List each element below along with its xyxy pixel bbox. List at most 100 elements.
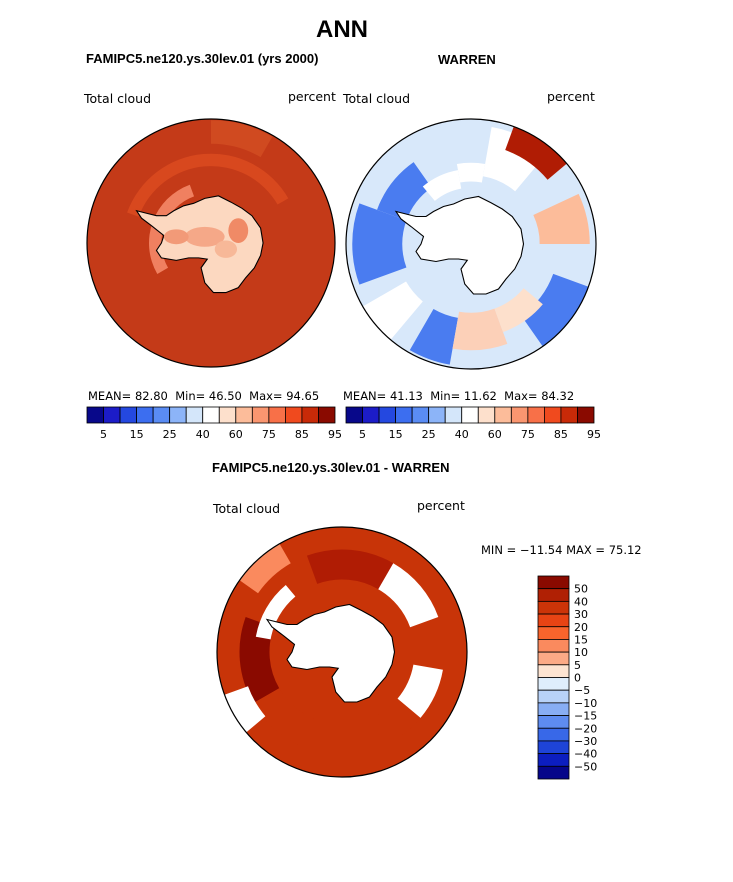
left-mean-value: 82.80 [134,389,168,403]
bottom-colorbar-bin-14 [537,753,570,767]
left-min-value: 46.50 [208,389,242,403]
left-max-label: Max= [249,389,283,403]
bottom-colorbar-tick-0: 50 [574,583,588,596]
left-colorbar-tick-7: 95 [328,428,342,441]
right-colorbar: 5 15 25 40 60 75 85 95 [345,406,601,441]
bottom-colorbar-bin-12 [537,727,570,742]
left-colorbar-bin-1 [103,406,121,424]
bottom-map-sector-7 [224,686,266,733]
right-colorbar-bin-10 [510,406,529,424]
bottom-colorbar-tick-6: 5 [574,659,581,672]
bottom-map-sector-5 [342,698,421,755]
bottom-colorbar-tick-9: −10 [574,697,597,710]
right-colorbar-bin-9 [494,406,512,424]
left-land-patch-0 [184,226,225,247]
right-colorbar-bin-2 [378,406,396,424]
bottom-colorbar-tick-2: 30 [574,608,588,621]
right-map-sector-4 [377,162,432,221]
right-colorbar-bin-8 [477,406,496,424]
bottom-colorbar-bin-2 [537,600,570,615]
bottom-colorbar-tick-12: −30 [574,735,597,748]
bottom-map-sector-8 [239,543,291,594]
right-polar-map [345,118,597,370]
right-panel-units-label: percent [547,89,595,104]
right-colorbar-tick-0: 5 [359,428,366,441]
left-colorbar-tick-3: 40 [196,428,210,441]
left-colorbar-bin-6 [185,406,204,424]
bottom-colorbar-bin-9 [537,689,570,704]
left-colorbar-tick-0: 5 [100,428,107,441]
right-colorbar-bin-1 [362,406,380,424]
right-colorbar-bin-14 [577,406,595,424]
bottom-map-sector-6 [397,664,443,718]
right-map-sector-1 [515,153,579,215]
right-map-sector-7 [452,308,508,351]
right-colorbar-tick-2: 25 [422,428,436,441]
left-panel-field-label: Total cloud [84,91,152,106]
right-panel-field-label: Total cloud [343,91,411,106]
right-colorbar-bin-0 [345,406,363,424]
right-colorbar-bin-4 [411,406,430,424]
bottom-map-fill [217,527,467,777]
right-map-sector-3 [505,126,567,180]
bottom-map-sector-1 [306,549,394,590]
right-map-sector-9 [494,288,543,333]
right-colorbar-tick-5: 75 [521,428,535,441]
bottom-colorbar-bin-6 [537,651,570,666]
right-map-sector-8 [521,273,589,347]
left-map-sector-3 [211,120,273,158]
right-max-label: Max= [504,389,538,403]
bottom-colorbar-bin-15 [537,765,570,780]
left-colorbar-bin-11 [268,406,286,424]
right-map-sector-13 [456,162,486,183]
bottom-map-sector-2 [378,563,439,628]
right-map-sector-11 [362,281,423,340]
left-colorbar-tick-6: 85 [295,428,309,441]
right-antarctica-coastline [394,195,525,295]
bottom-colorbar-bin-4 [537,626,570,640]
left-colorbar-bin-2 [119,406,137,424]
right-colorbar-tick-4: 60 [488,428,502,441]
right-mean-value: 41.13 [389,389,423,403]
left-map-sector-1 [127,153,289,217]
left-panel-units-label: percent [288,89,336,104]
left-max-value: 94.65 [286,389,320,403]
bottom-colorbar-tick-7: 0 [574,672,581,685]
left-land-patch-2 [228,218,249,243]
right-colorbar-bin-11 [527,406,545,424]
bottom-colorbar-tick-14: −50 [574,760,597,773]
bottom-colorbar-tick-11: −20 [574,722,597,735]
bottom-colorbar-tick-10: −15 [574,710,597,723]
right-min-value: 11.62 [463,389,497,403]
bottom-colorbar-bin-8 [537,677,570,691]
bottom-polar-map [216,526,468,778]
left-colorbar-bin-8 [218,406,237,424]
left-colorbar-tick-1: 15 [130,428,144,441]
bottom-map-sector-9 [255,584,296,640]
right-colorbar-tick-6: 85 [554,428,568,441]
left-panel-subtitle: FAMIPC5.ne120.ys.30lev.01 (yrs 2000) [86,51,319,66]
bottom-colorbar-tick-13: −40 [574,748,597,761]
right-max-value: 84.32 [541,389,575,403]
left-mean-label: MEAN= [88,389,132,403]
left-colorbar: 5 15 25 40 60 75 85 95 [86,406,342,441]
bottom-colorbar-bin-13 [537,740,570,755]
right-panel-stats: MEAN= 41.13 Min= 11.62 Max= 84.32 [343,389,574,403]
bottom-colorbar-bin-3 [537,613,570,628]
left-map-border [86,118,336,368]
left-colorbar-tick-5: 75 [262,428,276,441]
left-panel-stats: MEAN= 82.80 Min= 46.50 Max= 94.65 [88,389,319,403]
right-map-sector-10 [539,236,559,244]
right-mean-label: MEAN= [343,389,387,403]
left-colorbar-bin-14 [318,406,336,424]
left-colorbar-bin-3 [136,406,154,424]
left-colorbar-bin-4 [152,406,171,424]
bottom-colorbar-tick-5: 10 [574,646,588,659]
right-panel-subtitle: WARREN [438,52,496,67]
bottom-colorbar-tick-4: 15 [574,633,588,646]
right-colorbar-tick-3: 40 [455,428,469,441]
right-map-sector-2 [533,193,590,244]
page-title: ANN [316,16,368,43]
bottom-panel-units-label: percent [417,498,465,513]
